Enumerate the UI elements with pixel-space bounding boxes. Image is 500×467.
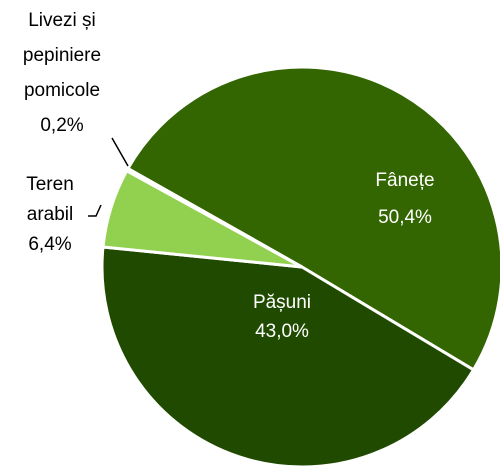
category-label: Teren arabil (26, 174, 74, 225)
category-label: Pășuni (252, 292, 312, 313)
slice-label: Fânețe 50,4% (345, 162, 465, 236)
slice-label: Teren arabil 6,4% (15, 170, 85, 260)
pie-slice (125, 65, 500, 372)
category-label: Livezi și pepiniere pomicole (22, 10, 102, 101)
slice-label: Livezi și pepiniere pomicole 0,2% (2, 3, 122, 143)
value-label: 6,4% (28, 234, 72, 255)
value-label: 43,0% (255, 321, 309, 342)
value-label: 50,4% (378, 207, 432, 228)
value-label: 0,2% (40, 115, 84, 136)
category-label: Fânețe (375, 170, 435, 191)
pie-slice (100, 245, 476, 467)
leader-line (88, 204, 102, 217)
leader-line (111, 137, 129, 167)
pie-slice (124, 166, 303, 269)
slice-label: Pășuni 43,0% (222, 288, 342, 346)
